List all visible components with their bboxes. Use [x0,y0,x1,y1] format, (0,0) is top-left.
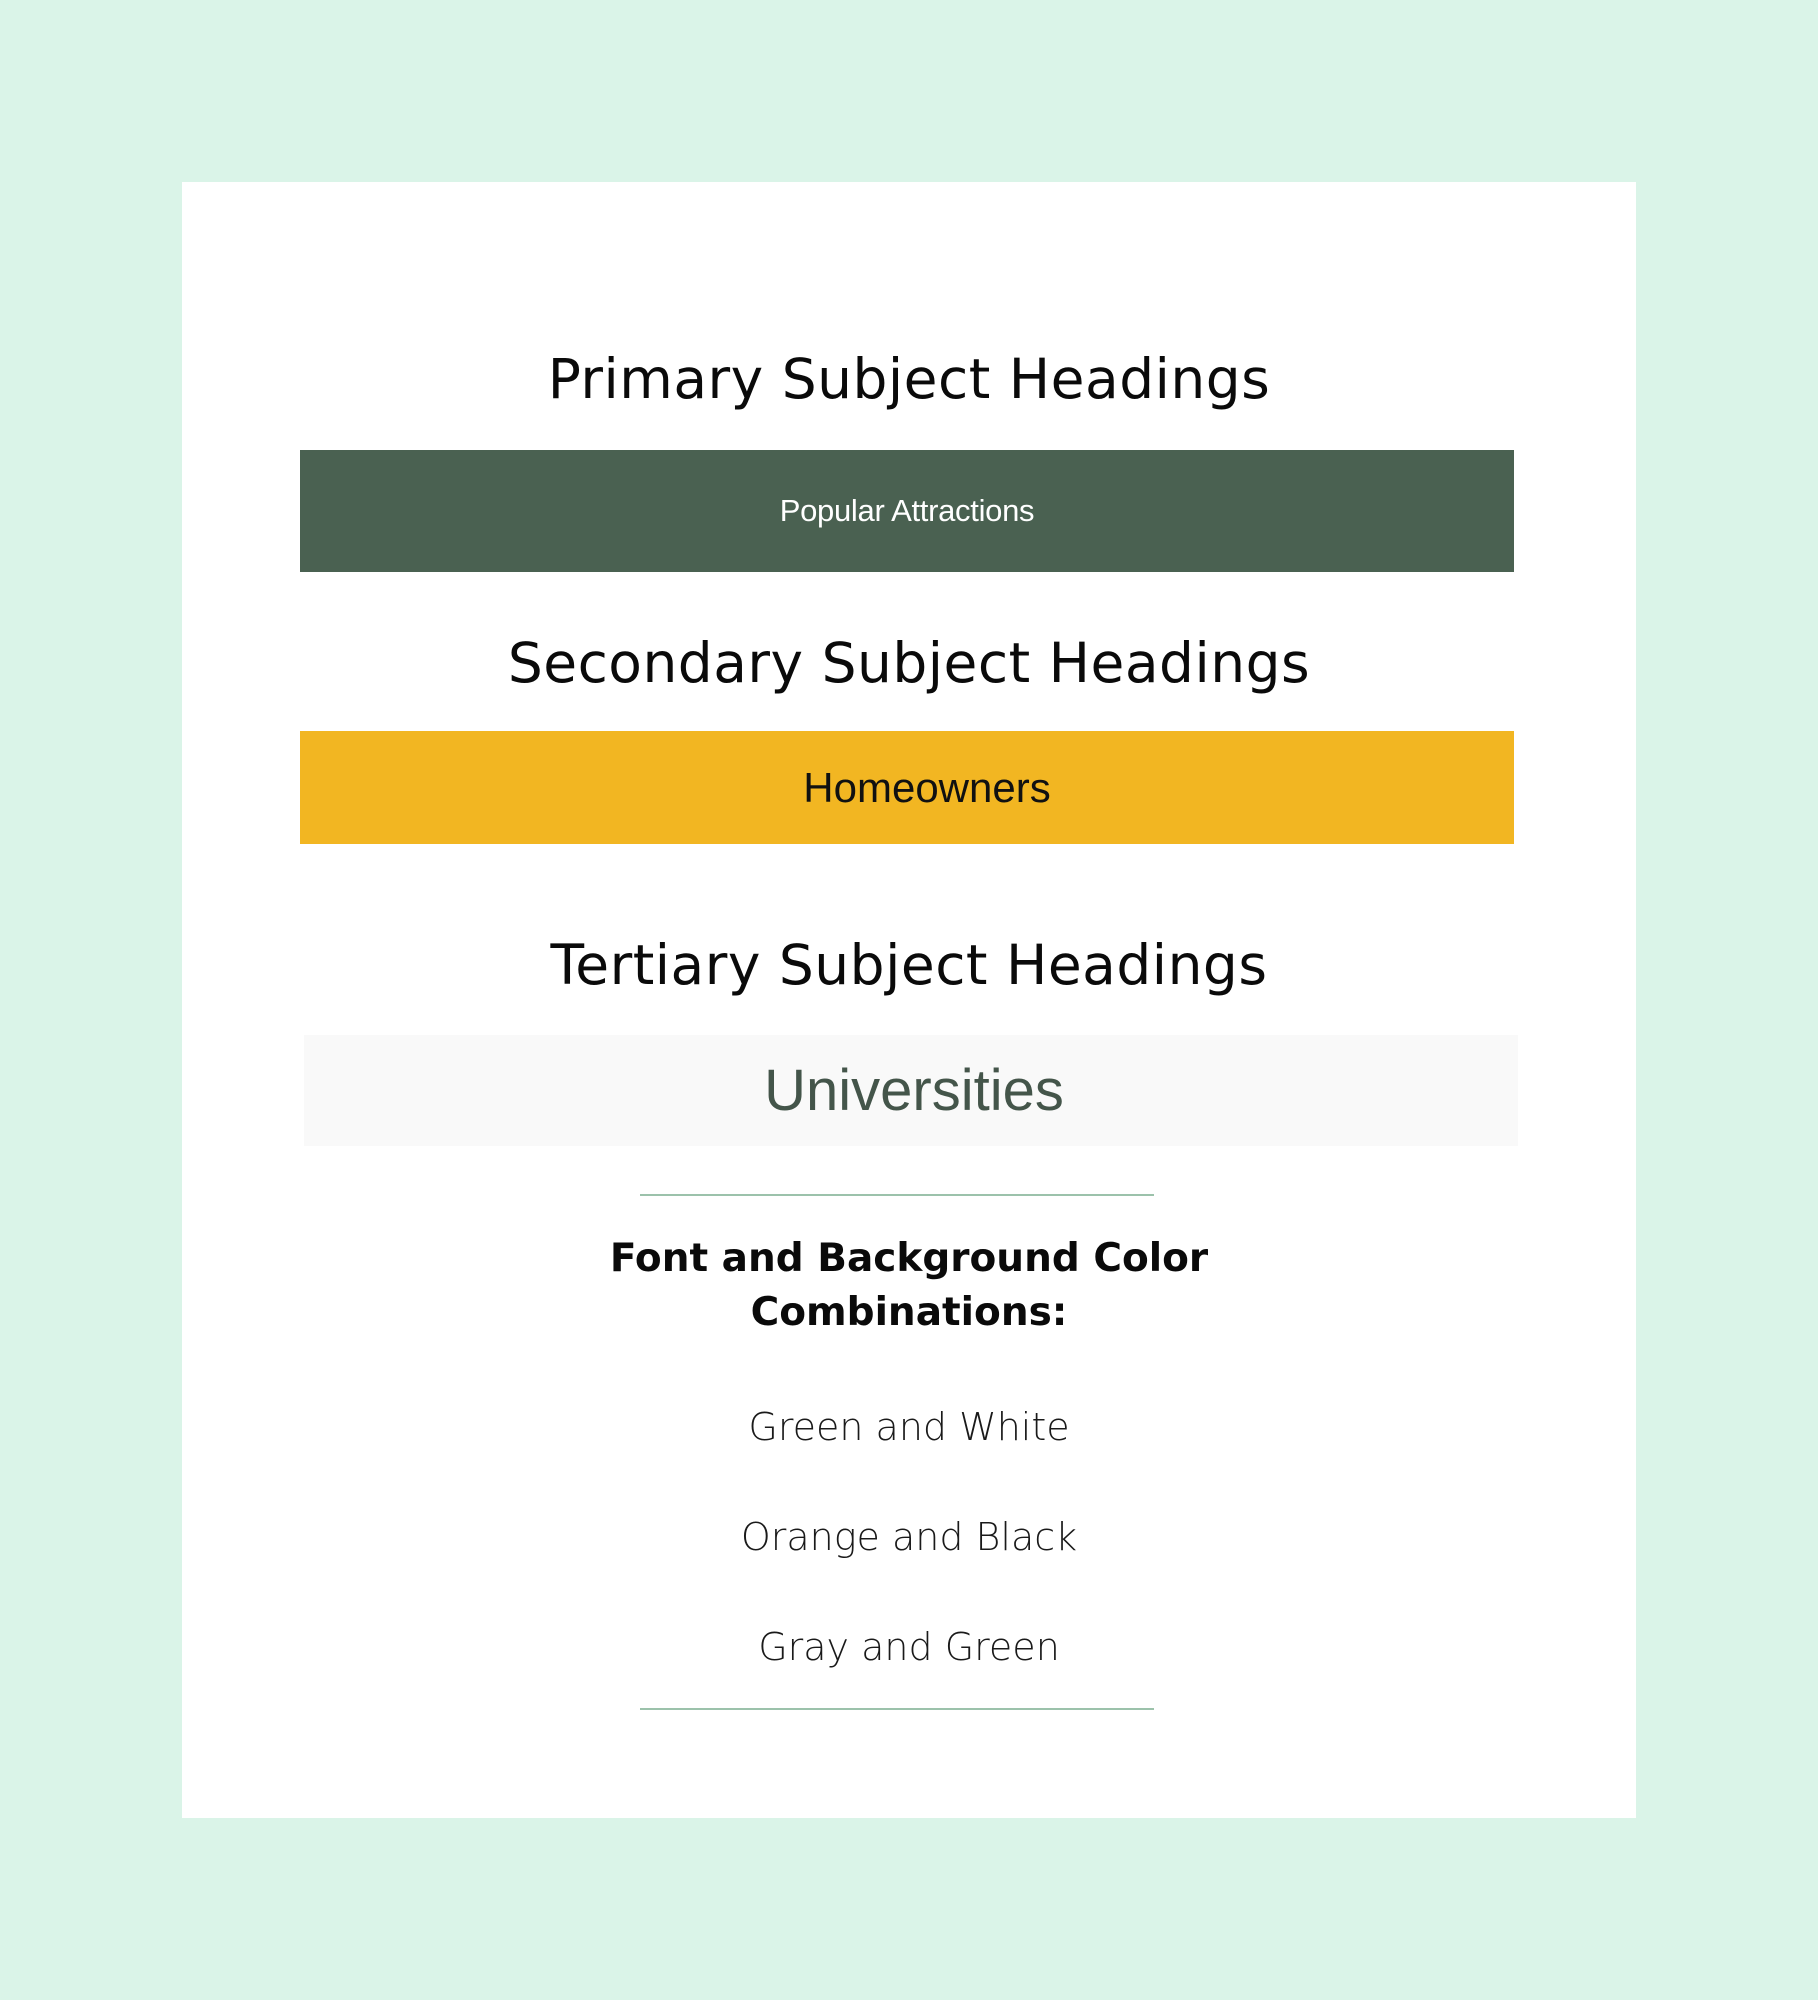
divider-top [640,1194,1154,1196]
combinations-heading: Font and Background Color Combinations: [182,1232,1636,1340]
combinations-heading-line-1: Font and Background Color [609,1236,1209,1281]
tertiary-heading-example: Universities [764,1058,1064,1123]
primary-section-title: Primary Subject Headings [547,347,1271,411]
divider-bottom [640,1708,1154,1710]
combination-item-green-white: Green and White [748,1405,1070,1449]
secondary-heading-banner: Homeowners [300,731,1514,844]
content-card: Primary Subject Headings Popular Attract… [182,182,1636,1818]
combinations-heading-line-2: Combinations: [750,1290,1068,1335]
combination-item-orange-black: Orange and Black [740,1515,1078,1559]
primary-heading-example: Popular Attractions [779,493,1035,528]
tertiary-heading-banner: Universities [304,1035,1518,1146]
combination-item-gray-green: Gray and Green [758,1625,1060,1669]
tertiary-section-title: Tertiary Subject Headings [550,933,1268,997]
combinations-list: Green and White Orange and Black Gray an… [182,1397,1636,1727]
secondary-section-title: Secondary Subject Headings [507,631,1311,695]
secondary-heading-example: Homeowners [803,763,1051,811]
primary-heading-banner: Popular Attractions [300,450,1514,572]
